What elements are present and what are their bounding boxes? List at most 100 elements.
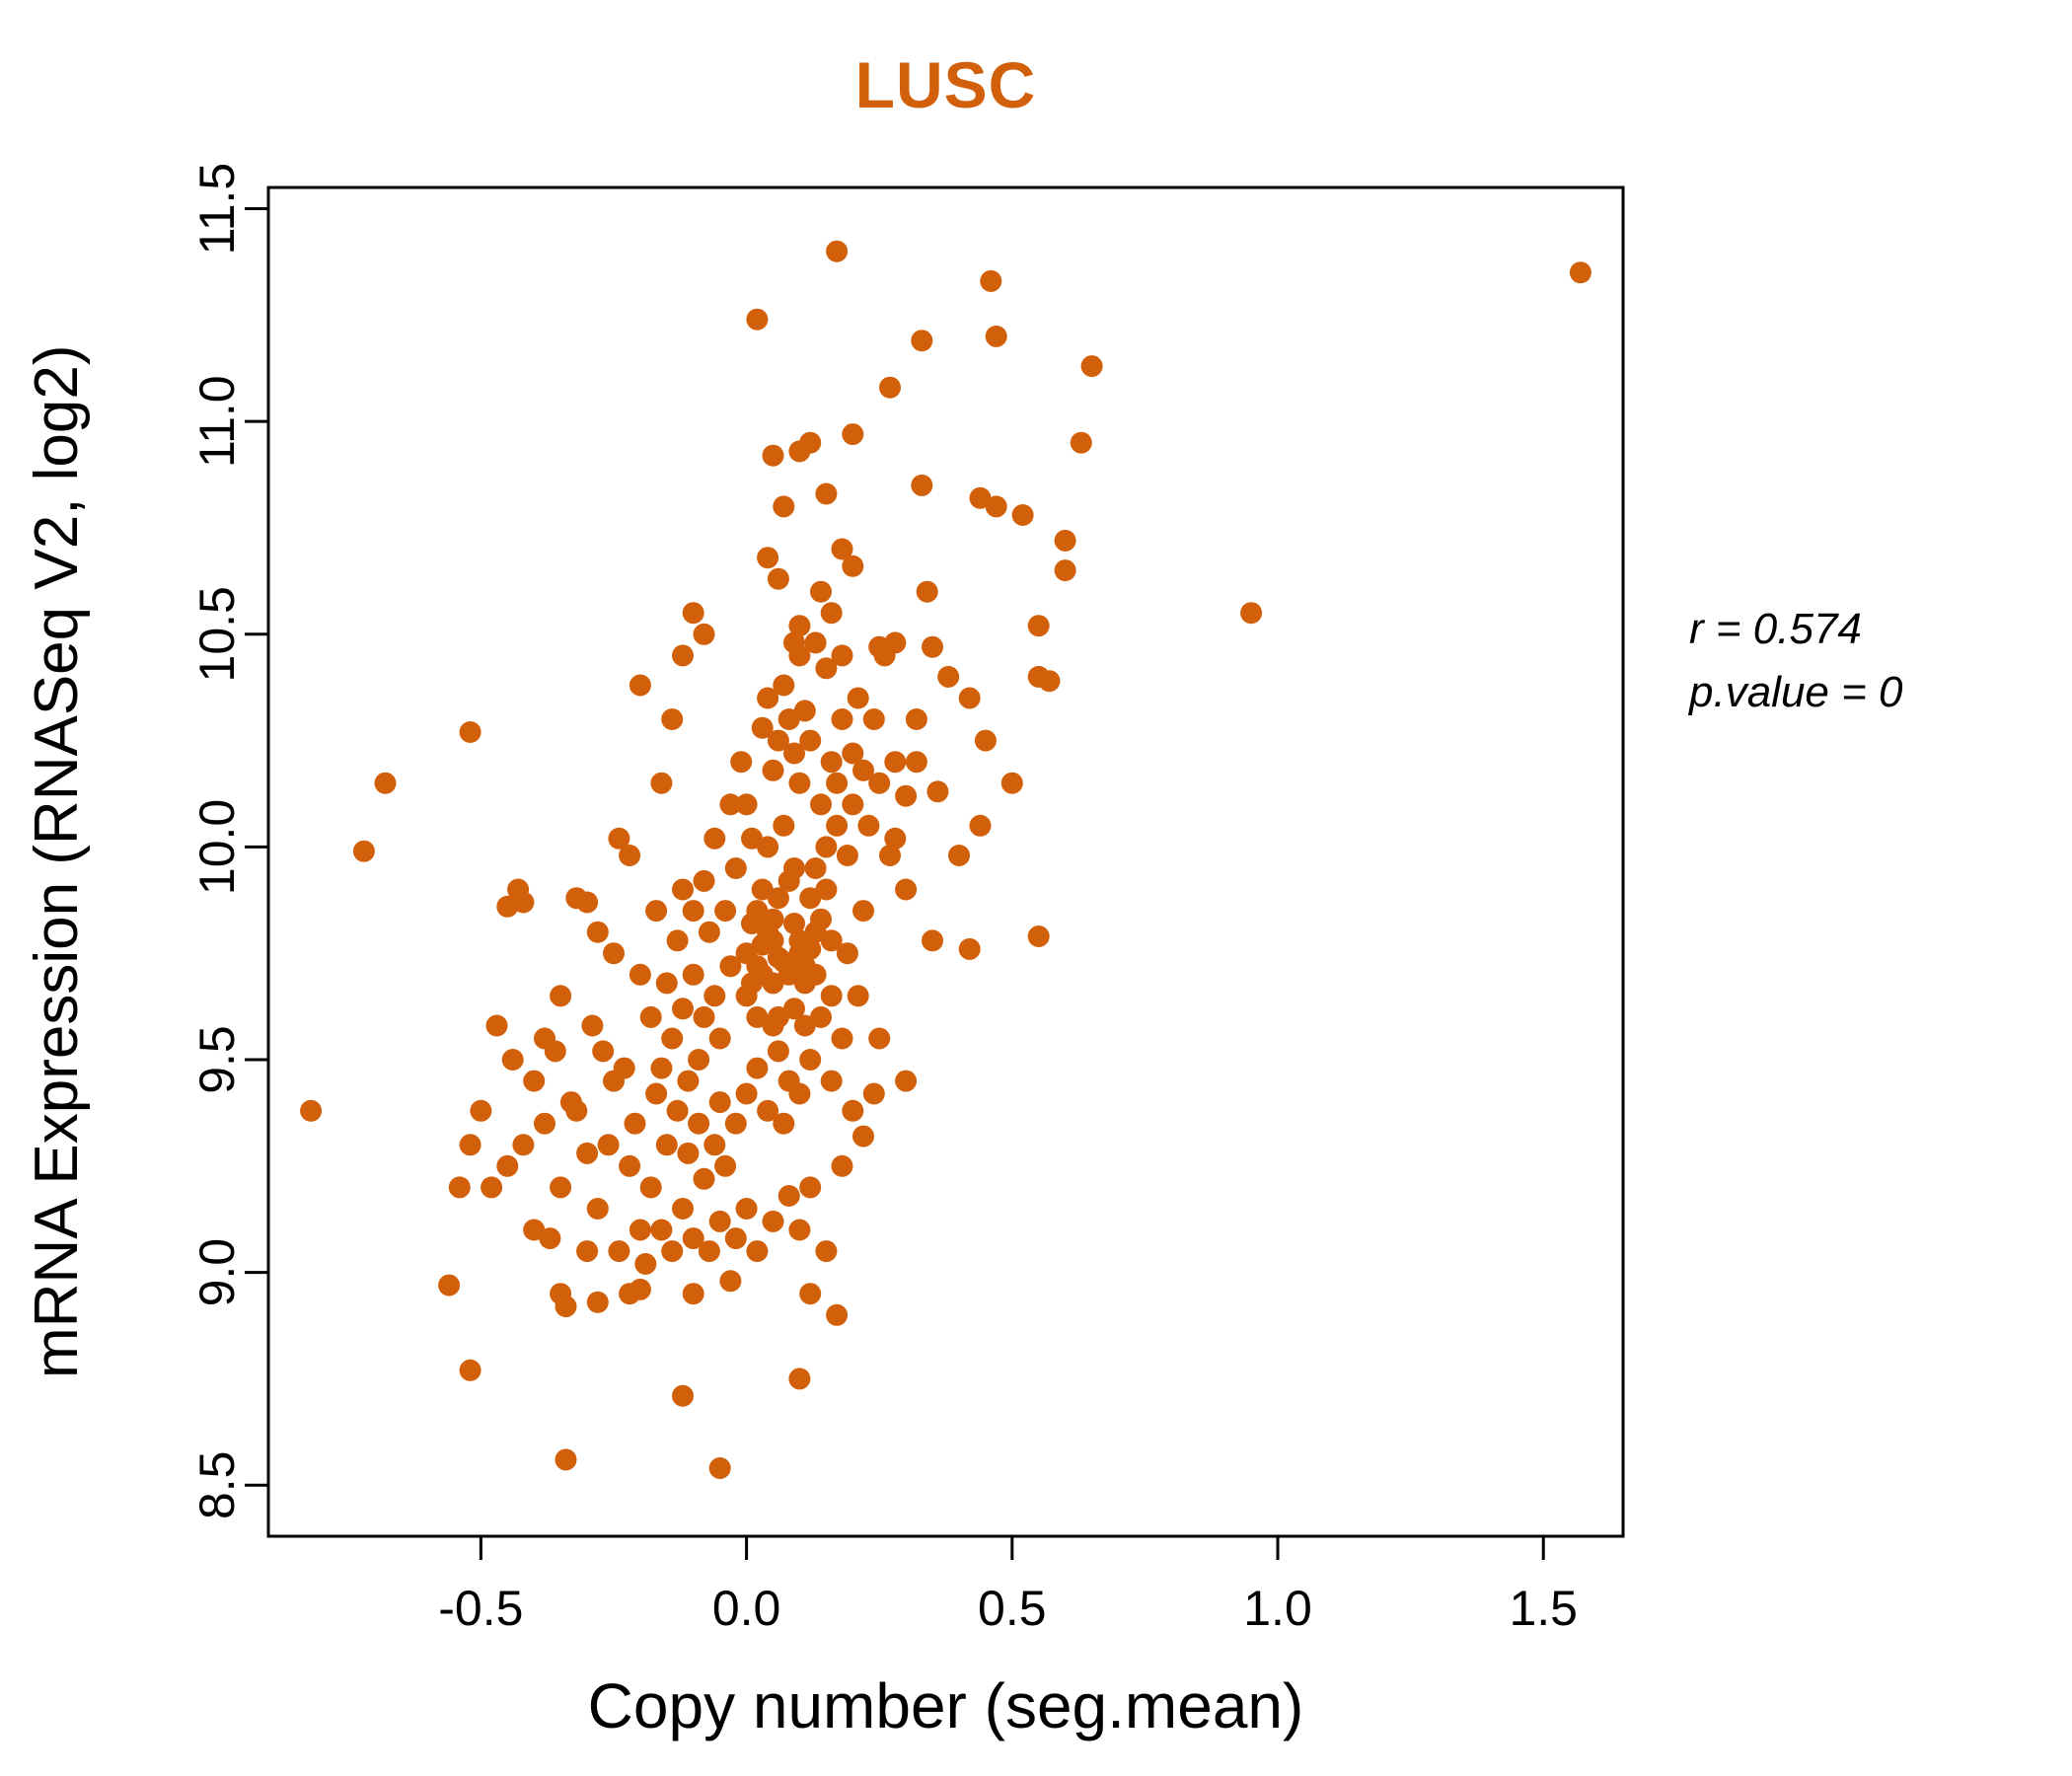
data-point (597, 1134, 620, 1156)
stat-p-value: p.value = 0 (1689, 667, 1903, 716)
data-point (757, 687, 779, 709)
data-point (773, 674, 795, 697)
data-point (980, 269, 1002, 292)
data-point (815, 1240, 838, 1263)
data-point (815, 482, 838, 505)
data-point (852, 759, 874, 781)
data-point (857, 814, 880, 837)
data-point (741, 913, 763, 934)
data-point (788, 1219, 811, 1241)
data-point (783, 857, 805, 879)
data-point (868, 772, 891, 794)
x-tick-label: 0.5 (978, 1581, 1047, 1636)
data-point (688, 1049, 710, 1071)
data-point (762, 444, 784, 467)
data-point (619, 845, 641, 866)
data-point (714, 1154, 737, 1177)
data-point (629, 1278, 651, 1300)
data-point (708, 1091, 731, 1114)
data-point (852, 900, 874, 923)
data-point (783, 742, 805, 765)
data-point (682, 963, 704, 986)
data-point (842, 555, 864, 577)
data-point (693, 1167, 715, 1190)
y-tick-label: 11.0 (189, 375, 245, 468)
data-point (581, 1014, 604, 1037)
data-point (459, 1359, 481, 1381)
data-point (576, 1240, 599, 1263)
data-point (645, 900, 668, 923)
data-point (767, 567, 789, 590)
data-point (788, 615, 811, 637)
y-tick-label: 9.0 (189, 1238, 245, 1307)
data-point (1011, 504, 1034, 526)
data-point (788, 1368, 811, 1390)
data-point (911, 330, 933, 352)
data-point (672, 878, 694, 901)
data-point (905, 708, 927, 730)
data-point (810, 908, 832, 930)
data-point (619, 1154, 641, 1177)
data-point (831, 644, 853, 667)
data-point (746, 1005, 769, 1028)
data-point (842, 793, 864, 816)
stat-r-value: r = 0.574 (1689, 605, 1862, 653)
data-point (757, 1099, 779, 1122)
data-point (804, 963, 827, 986)
data-point (693, 1005, 715, 1028)
data-point (926, 780, 949, 803)
data-point (937, 665, 960, 688)
data-point (922, 929, 943, 952)
data-point (746, 955, 769, 978)
data-point (523, 1219, 546, 1241)
data-point (708, 1027, 731, 1050)
data-point (958, 687, 981, 709)
data-point (799, 729, 822, 752)
data-point (799, 887, 822, 910)
data-point (576, 1142, 599, 1164)
data-point (767, 1040, 789, 1063)
data-point (767, 946, 789, 969)
data-point (804, 631, 827, 654)
data-point (842, 742, 864, 765)
data-point (300, 1099, 323, 1122)
data-point (916, 580, 938, 603)
data-point (565, 1099, 588, 1122)
data-point (895, 878, 918, 901)
data-point (555, 1448, 577, 1471)
data-point (438, 1274, 461, 1296)
data-point (1054, 529, 1076, 552)
data-point (629, 963, 651, 986)
y-tick-label: 8.5 (189, 1450, 245, 1519)
data-point (682, 602, 704, 625)
data-point (831, 538, 853, 560)
data-point (1240, 602, 1263, 625)
data-point (534, 1027, 555, 1050)
x-tick-label: 1.0 (1243, 1581, 1312, 1636)
data-point (608, 1240, 630, 1263)
data-point (820, 1070, 843, 1092)
data-point (842, 1099, 864, 1122)
data-point (922, 635, 943, 658)
data-point (661, 1240, 684, 1263)
data-point (826, 240, 849, 262)
data-point (757, 836, 779, 858)
data-point (826, 1303, 849, 1326)
data-point (714, 900, 737, 923)
data-point (719, 793, 742, 816)
data-point (762, 759, 784, 781)
data-point (698, 921, 720, 943)
data-point (793, 700, 816, 722)
data-point (693, 869, 715, 892)
data-point (1054, 559, 1076, 582)
data-point (666, 929, 689, 952)
data-point (724, 1227, 747, 1250)
data-point (703, 827, 726, 850)
data-point (735, 1198, 758, 1220)
data-point (1027, 665, 1050, 688)
data-point (724, 1112, 747, 1135)
data-point (661, 1027, 684, 1050)
data-point (847, 687, 869, 709)
